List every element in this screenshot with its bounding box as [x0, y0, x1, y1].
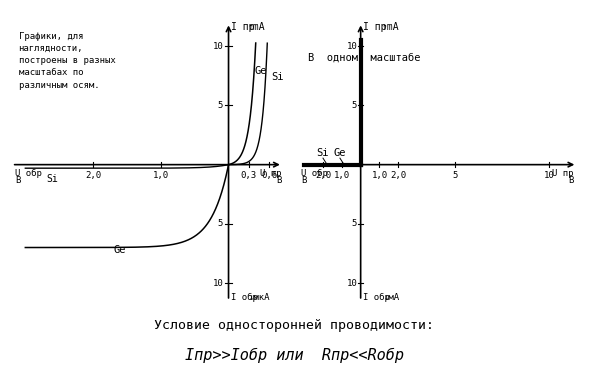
Text: Si: Si: [271, 72, 284, 82]
Text: Ge: Ge: [254, 66, 267, 76]
Text: 0,6: 0,6: [261, 171, 277, 180]
Text: 10: 10: [213, 42, 223, 51]
Text: I пр: I пр: [363, 22, 386, 32]
Text: 5: 5: [352, 219, 358, 228]
Text: I обр: I обр: [363, 293, 389, 302]
Text: Iпр>>Iобр или  Rпр<<Rобр: Iпр>>Iобр или Rпр<<Rобр: [185, 348, 404, 363]
Text: 1,0: 1,0: [334, 171, 350, 180]
Text: 10: 10: [346, 42, 358, 51]
Text: I обр: I обр: [231, 293, 258, 302]
Text: 10: 10: [346, 279, 358, 288]
Text: I пр: I пр: [230, 22, 254, 32]
Text: Условие односторонней проводимости:: Условие односторонней проводимости:: [154, 319, 435, 332]
Text: ↓мА: ↓мА: [383, 293, 399, 302]
Text: Si: Si: [317, 147, 329, 158]
Text: Si: Si: [47, 174, 58, 184]
Text: 0,3: 0,3: [241, 171, 257, 180]
Text: 2,0: 2,0: [85, 171, 101, 180]
Text: U пр: U пр: [260, 169, 282, 178]
Text: U пр: U пр: [552, 169, 574, 178]
Text: U обр: U обр: [15, 169, 42, 179]
Text: B: B: [302, 176, 307, 185]
Text: B: B: [15, 176, 21, 185]
Text: В  одном  масштабе: В одном масштабе: [308, 52, 421, 62]
Text: B: B: [568, 176, 574, 185]
Text: 5: 5: [452, 171, 458, 180]
Text: Графики, для
наглядности,
построены в разных
масштабах по
различным осям.: Графики, для наглядности, построены в ра…: [19, 32, 115, 89]
Text: 10: 10: [213, 279, 223, 288]
Text: ↓мкА: ↓мкА: [249, 293, 270, 302]
Text: 5: 5: [352, 101, 358, 110]
Text: ↑mA: ↑mA: [381, 22, 399, 32]
Text: 1,0: 1,0: [372, 171, 388, 180]
Text: 10: 10: [544, 171, 554, 180]
Text: Ge: Ge: [334, 147, 346, 158]
Text: 5: 5: [218, 219, 223, 228]
Text: U обр: U обр: [302, 169, 328, 179]
Text: B: B: [276, 176, 282, 185]
Text: ↑mA: ↑mA: [247, 22, 265, 32]
Text: 2,0: 2,0: [391, 171, 406, 180]
Text: Ge: Ge: [114, 245, 127, 255]
Text: 2,0: 2,0: [315, 171, 331, 180]
Text: 1,0: 1,0: [153, 171, 169, 180]
Text: 5: 5: [218, 101, 223, 110]
